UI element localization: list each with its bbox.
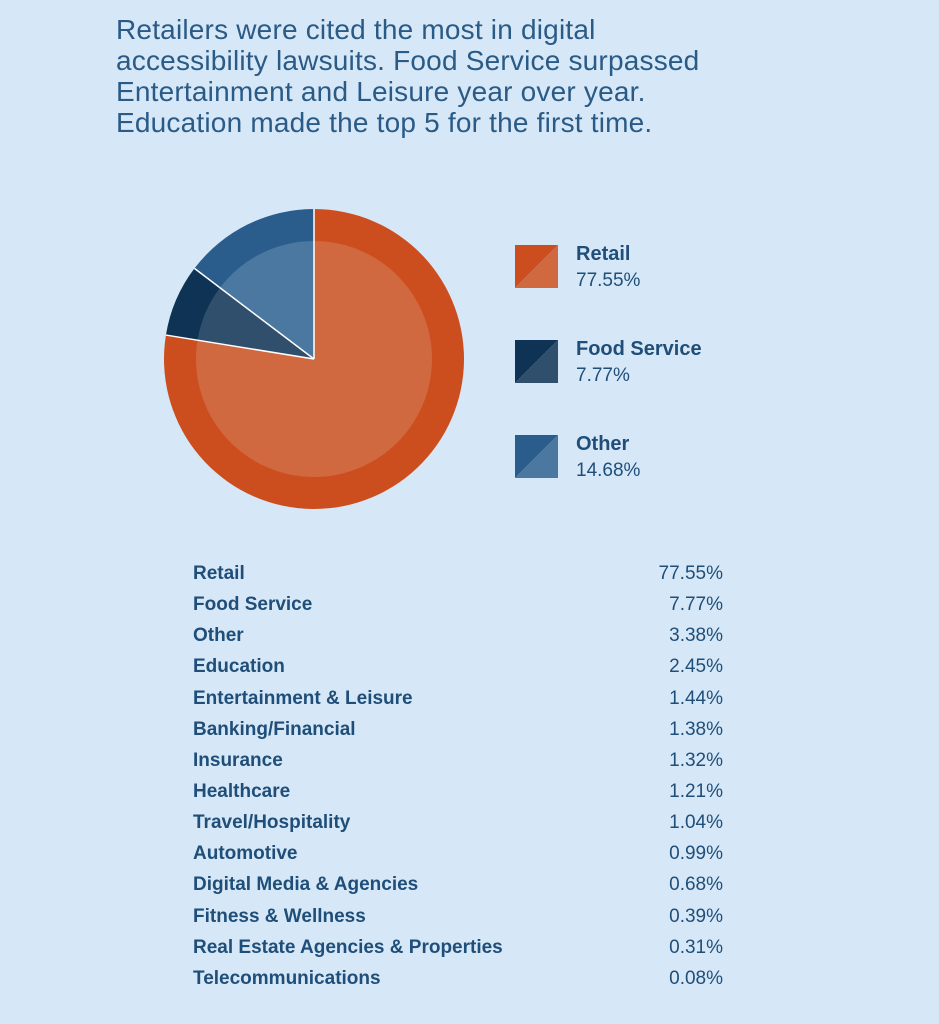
legend-label: Retail xyxy=(576,243,631,265)
table-row: Entertainment & Leisure 1.44% xyxy=(193,685,723,716)
row-label: Digital Media & Agencies xyxy=(193,874,419,896)
legend-value: 7.77% xyxy=(576,365,630,386)
swatch-inner xyxy=(515,340,558,383)
chart-headline: Retailers were cited the most in digital… xyxy=(116,14,836,138)
row-value: 77.55% xyxy=(658,563,723,584)
table-row: Healthcare 1.21% xyxy=(193,778,723,809)
row-label: Fitness & Wellness xyxy=(193,905,366,927)
headline-line: accessibility lawsuits. Food Service sur… xyxy=(116,45,700,76)
row-label: Other xyxy=(193,625,244,647)
row-label: Food Service xyxy=(193,594,313,616)
row-label: Insurance xyxy=(193,749,283,771)
table-row: Real Estate Agencies & Properties 0.31% xyxy=(193,934,723,965)
row-value: 1.04% xyxy=(669,812,723,834)
table-row: Education 2.45% xyxy=(193,653,723,684)
row-label: Education xyxy=(193,656,285,678)
row-value: 1.21% xyxy=(669,780,723,802)
row-label: Travel/Hospitality xyxy=(193,812,351,834)
legend-swatch-food-service xyxy=(515,340,558,383)
table-row: Fitness & Wellness 0.39% xyxy=(193,903,723,934)
table-row: Insurance 1.32% xyxy=(193,747,723,778)
legend-label: Food Service xyxy=(576,338,702,360)
row-value: 2.45% xyxy=(669,656,723,678)
row-value: 0.99% xyxy=(669,843,723,865)
row-label: Banking/Financial xyxy=(193,718,356,740)
pie-slice-inner-other xyxy=(219,241,314,359)
pie-separator xyxy=(165,334,315,360)
row-value: 0.31% xyxy=(669,936,723,958)
table-row: Retail 77.55% xyxy=(193,560,723,591)
swatch-inner xyxy=(515,435,558,478)
row-value: 0.39% xyxy=(669,905,723,927)
row-value: 0.08% xyxy=(669,967,723,989)
table-row: Banking/Financial 1.38% xyxy=(193,716,723,747)
row-value: 1.32% xyxy=(669,749,723,771)
swatch-inner xyxy=(515,245,558,288)
table-row: Travel/Hospitality 1.04% xyxy=(193,809,723,840)
headline-line: Entertainment and Leisure year over year… xyxy=(116,76,646,107)
row-label: Real Estate Agencies & Properties xyxy=(193,936,503,958)
row-value: 0.68% xyxy=(669,874,723,896)
row-value: 7.77% xyxy=(669,594,723,616)
row-label: Telecommunications xyxy=(193,967,381,989)
legend-swatch-other xyxy=(515,435,558,478)
table-row: Telecommunications 0.08% xyxy=(193,965,723,996)
headline-line: Retailers were cited the most in digital xyxy=(116,14,596,45)
table-row: Automotive 0.99% xyxy=(193,840,723,871)
pie-slice-inner-food-service xyxy=(197,287,314,359)
row-value: 1.38% xyxy=(669,718,723,740)
pie-chart xyxy=(163,209,464,510)
headline-line: Education made the top 5 for the first t… xyxy=(116,107,653,138)
row-label: Retail xyxy=(193,563,245,584)
legend-value: 14.68% xyxy=(576,460,641,481)
row-label: Automotive xyxy=(193,843,298,865)
legend-label: Other xyxy=(576,433,630,455)
table-row: Digital Media & Agencies 0.68% xyxy=(193,871,723,902)
row-value: 3.38% xyxy=(669,625,723,647)
row-label: Healthcare xyxy=(193,780,291,802)
legend-value: 77.55% xyxy=(576,270,641,291)
table-row: Other 3.38% xyxy=(193,622,723,653)
row-label: Entertainment & Leisure xyxy=(193,687,413,709)
row-value: 1.44% xyxy=(669,687,723,709)
breakdown-table: Retail 77.55% Food Service 7.77% Other 3.38% E… xyxy=(193,560,723,996)
legend-swatch-retail xyxy=(515,245,558,288)
pie-separator xyxy=(193,267,315,360)
table-row: Food Service 7.77% xyxy=(193,591,723,622)
